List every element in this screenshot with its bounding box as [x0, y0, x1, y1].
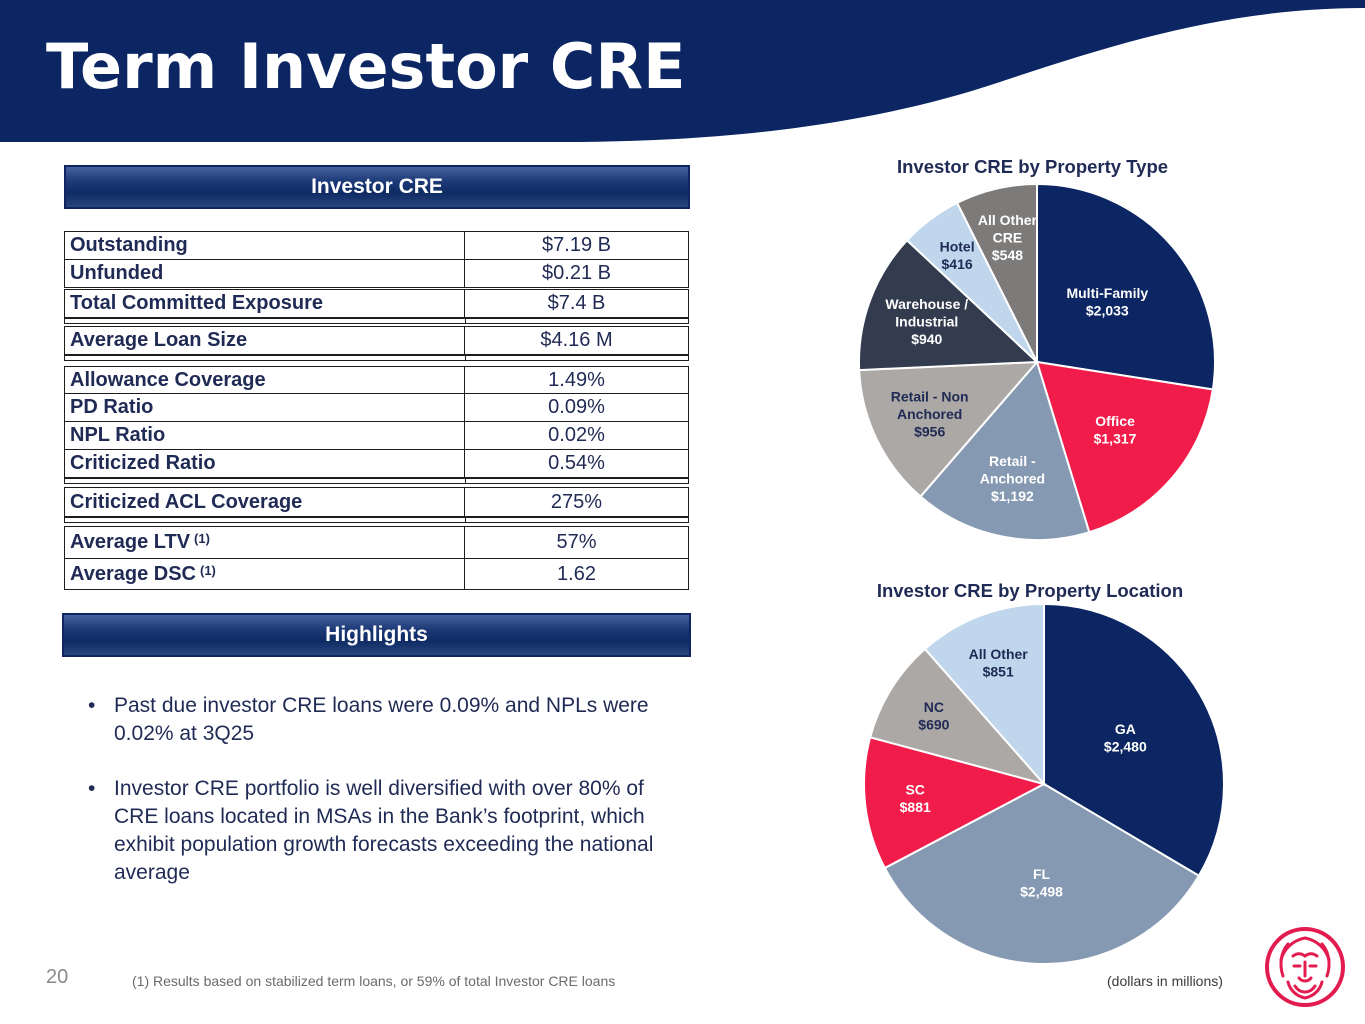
chart-title-property-type: Investor CRE by Property Type [896, 156, 1169, 177]
row-value-average-dsc: 1.62 [557, 562, 596, 585]
row-value-allowance-coverage: 1.49% [548, 368, 605, 391]
row-value-average-loan-size: $4.16 M [540, 329, 613, 351]
table-spacer [64, 318, 689, 324]
pie-label: Office $1,317 [1094, 413, 1137, 447]
row-value-average-ltv: 57% [556, 531, 597, 553]
pie-slice-fl [883, 782, 1201, 965]
pie-label: Retail -Anchored $1,192 [980, 453, 1045, 504]
pie-chart-property-location: GA $2,480 FL $2,498 SC $881 NC $690 All Other $85… [863, 604, 1225, 965]
pie-slice-retail-non-anchored [858, 360, 1040, 498]
pie-label: GA $2,480 [1104, 721, 1147, 755]
row-value-outstanding: $7.19 B [542, 234, 611, 256]
table-row: Outstanding $7.19 B [64, 231, 689, 260]
average-ltv-footnote: (1) [194, 531, 210, 546]
pie-slice-sc [863, 736, 1047, 870]
pie-slice-retail-anchored [919, 359, 1091, 541]
lion-logo-icon [1265, 927, 1345, 1007]
row-value-criticized-acl: 275% [550, 490, 603, 513]
table-row: Average LTV (1) 57% [64, 526, 689, 559]
row-value-npl-ratio: 0.02% [548, 424, 605, 446]
highlights-heading: Highlights [62, 613, 691, 657]
table-row: Allowance Coverage 1.49% [64, 366, 689, 394]
pie-chart-property-type: Multi-Family $2,033 Office $1,317 Retail -An… [858, 182, 1216, 541]
highlight-bullet: Investor CRE portfolio is well diversifi… [86, 775, 686, 887]
table-row: Total Committed Exposure $7.4 B [64, 289, 689, 318]
row-label-average-loan-size: Average Loan Size [65, 327, 465, 354]
pie-slice-ga [1043, 604, 1225, 878]
pie-label: FL $2,498 [1020, 866, 1063, 900]
page-number: 20 [46, 966, 69, 988]
row-label-total-committed: Total Committed Exposure [65, 290, 465, 317]
header-wave-banner [0, 0, 1365, 142]
table-row: NPL Ratio 0.02% [64, 421, 689, 450]
table-row: PD Ratio 0.09% [64, 393, 689, 422]
highlights-list: Past due investor CRE loans were 0.09% a… [86, 692, 686, 914]
highlight-bullet: Past due investor CRE loans were 0.09% a… [86, 692, 686, 748]
page-title: Term Investor CRE [46, 30, 686, 103]
pie-label: Multi-Family $2,033 [1066, 285, 1148, 319]
table-row: Criticized ACL Coverage 275% [64, 487, 689, 517]
table-row: Unfunded $0.21 B [64, 259, 689, 288]
row-value-criticized-ratio: 0.54% [548, 452, 605, 474]
chart-title-property-location: Investor CRE by Property Location [876, 580, 1184, 601]
row-label-npl-ratio: NPL Ratio [65, 422, 465, 449]
pie-slice-nc [868, 647, 1047, 786]
investor-cre-heading: Investor CRE [64, 165, 690, 209]
table-row: Average DSC (1) 1.62 [64, 558, 689, 590]
pie-slice-multi-family [1036, 182, 1216, 391]
pie-label: Retail - Non Anchored $956 [891, 388, 969, 439]
pie-slice-all-other-cre [955, 182, 1038, 363]
table-row: Criticized Ratio 0.54% [64, 449, 689, 478]
row-label-unfunded: Unfunded [65, 260, 465, 287]
pie-label: Warehouse / Industrial $940 [885, 296, 968, 347]
table-spacer [64, 355, 689, 361]
pie-label: All Other $851 [969, 646, 1029, 680]
table-spacer [64, 478, 689, 484]
average-ltv-label: Average LTV [70, 531, 191, 553]
row-label-pd-ratio: PD Ratio [65, 394, 465, 421]
row-value-pd-ratio: 0.09% [548, 396, 605, 418]
footnote: (1) Results based on stabilized term loa… [132, 973, 616, 989]
pie-label: SC $881 [900, 782, 931, 816]
pie-label: All Other CRE $548 [978, 212, 1038, 263]
row-label-criticized-acl: Criticized ACL Coverage [65, 488, 465, 516]
row-label-criticized-ratio: Criticized Ratio [65, 450, 465, 477]
pie-label: Hotel $416 [940, 238, 975, 272]
pie-slice-warehouse-industrial [858, 238, 1040, 372]
table-row: Average Loan Size $4.16 M [64, 326, 689, 355]
row-label-allowance-coverage: Allowance Coverage [65, 367, 465, 393]
row-label-outstanding: Outstanding [65, 232, 465, 259]
row-value-total-committed: $7.4 B [547, 292, 606, 314]
average-dsc-footnote: (1) [199, 562, 216, 578]
pie-label: NC $690 [918, 699, 949, 733]
row-label-average-ltv: Average LTV (1) [65, 527, 465, 558]
pie-slice-office [1035, 360, 1215, 534]
row-value-unfunded: $0.21 B [542, 262, 611, 284]
average-dsc-label: Average DSC [70, 562, 196, 585]
table-spacer [64, 517, 689, 523]
units-note: (dollars in millions) [1107, 973, 1223, 989]
row-label-average-dsc: Average DSC (1) [65, 559, 465, 589]
pie-slice-all-other [923, 604, 1045, 787]
